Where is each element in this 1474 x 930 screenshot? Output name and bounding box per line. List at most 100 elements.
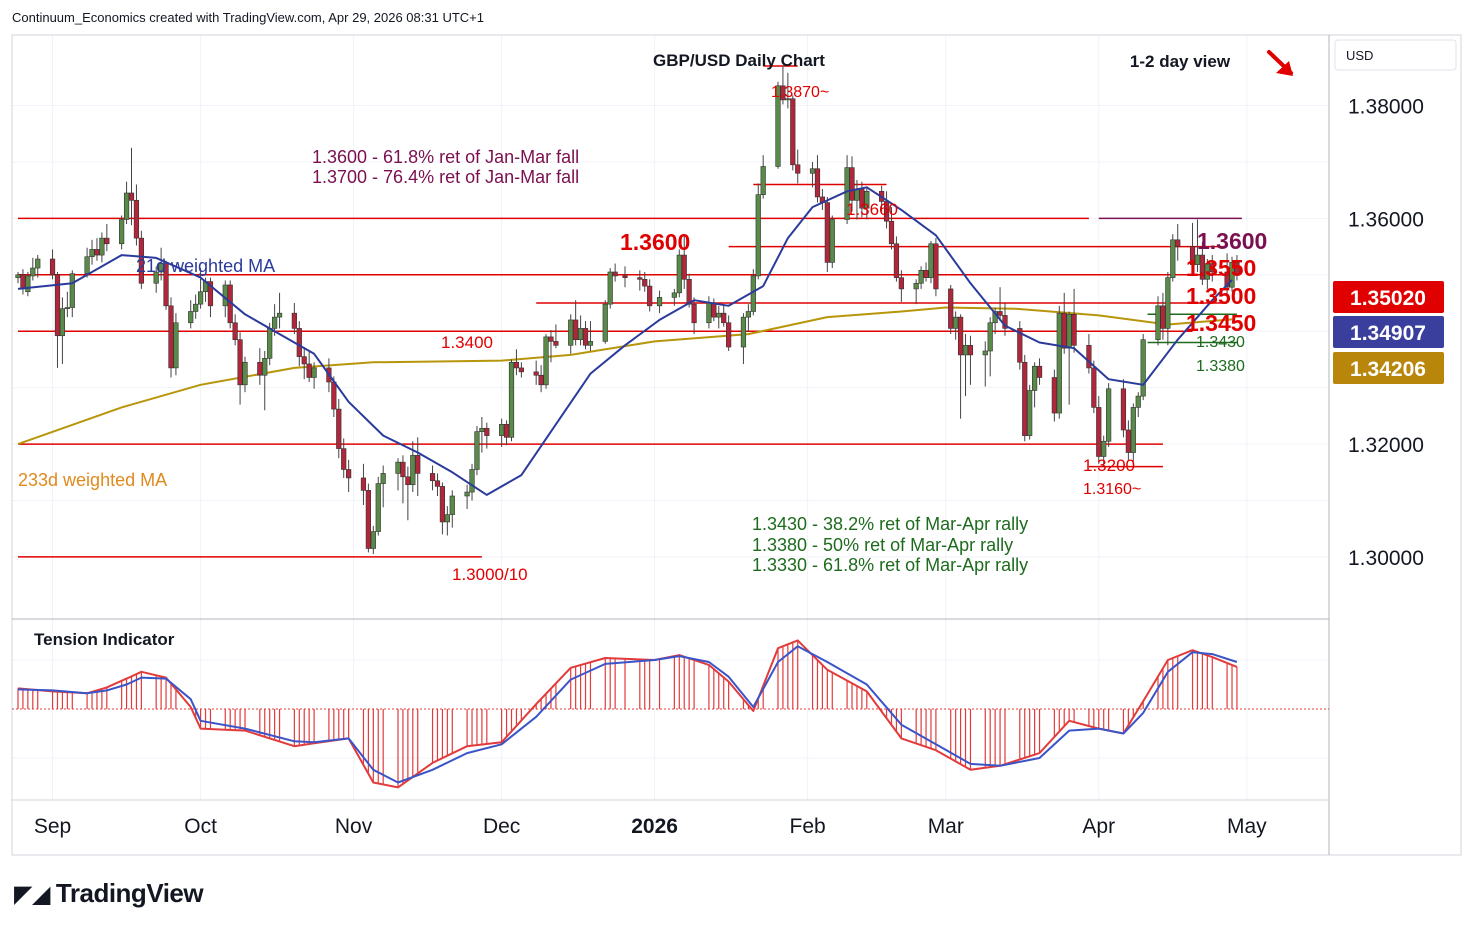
candle-body [760,166,766,195]
candle-body [474,431,480,470]
time-axis: Sep Oct Nov Dec 2026 Feb Mar Apr May [34,815,1267,838]
candle-body [844,167,850,220]
candle-body [987,322,993,352]
candle-body [573,319,579,340]
candle-body [410,455,416,486]
candle-body [25,275,31,293]
candle-body [1027,390,1033,436]
candle-body [54,274,61,337]
level-label: 1.3500 [1186,283,1256,309]
price-tick: 1.36000 [1348,208,1424,231]
candle-body [232,322,238,340]
candle-body [933,243,939,290]
candle-body [1101,440,1107,457]
candle-body [893,243,900,278]
time-tick: Mar [928,815,964,838]
candle-body [296,328,302,357]
candle-body [795,164,801,174]
tradingview-logo[interactable]: ◤◢ TradingView [14,878,204,909]
candle-body [128,192,135,201]
candle-body [602,303,608,342]
level-label: 1.3660 [846,200,898,219]
price-pane-border [11,34,1462,856]
candle-body [237,339,243,386]
candle-body [898,277,904,290]
candle-body [434,480,441,487]
candle-body [197,291,204,305]
candle-body [84,256,90,274]
candle-body [193,303,199,312]
candle-body [1189,246,1196,265]
candle-body [35,258,41,269]
candle-body [262,358,268,376]
ma233-legend: 233d weighted MA [18,470,167,490]
candle-body [1086,345,1092,369]
candle-body [543,336,549,386]
candle-body [612,271,618,277]
candle-body [360,477,367,491]
candle-body [168,305,174,369]
candle-body [464,491,470,497]
candle-body [469,469,475,493]
candle-body [336,408,342,449]
candle-body [444,514,450,523]
candle-body [790,98,796,166]
time-tick: 2026 [631,815,678,838]
candle-body [375,483,381,532]
level-label-green: 1.3380 [1196,358,1245,375]
time-tick: Apr [1082,815,1115,838]
candle-body [153,271,159,284]
candle-body [513,361,520,369]
candle-body [1036,365,1043,378]
candle-body [923,269,929,278]
chart-title: GBP/USD Daily Chart [653,51,825,70]
time-tick: Dec [483,815,520,838]
candle-body [829,219,835,263]
candle-body [311,367,317,378]
price-badge-label: 1.34907 [1350,322,1426,345]
level-label: 1.3600 [620,229,690,255]
candle-body [1135,395,1141,408]
candle-body [400,461,406,478]
candle-body [503,424,510,438]
candle-body [518,367,524,373]
candle-body [849,167,855,201]
candle-body [415,455,421,474]
fib-annotation-1: 1.3600 - 61.8% ret of Jan-Mar fall [312,147,579,167]
tension-pane [12,639,1329,789]
candle-body [676,254,682,294]
time-tick: Feb [790,815,826,838]
candle-body [785,98,791,101]
price-tick: 1.30000 [1348,547,1424,570]
candle-body [207,281,214,307]
level-label: 1.3160~ [1083,481,1141,498]
candle-body [854,188,860,201]
candle-body [272,316,278,329]
candle-body [883,201,890,222]
candle-body [918,269,924,284]
candle-body [553,341,559,346]
candle-body [291,312,297,329]
candle-body [888,220,895,245]
candle-body [928,243,934,278]
ma21-legend: 21d weighted MA [136,256,275,276]
candle-body [647,285,653,307]
tradingview-logo-icon: ◤◢ [14,881,50,908]
candle-body [306,363,312,378]
candle-body [1120,388,1127,431]
candle-body [1170,239,1176,278]
candle-body [380,473,386,484]
candle-body [508,361,515,438]
currency-button[interactable] [1334,39,1457,71]
candle-body [267,328,273,359]
level-label-green: 1.3430 [1196,334,1245,351]
candle-body [1061,312,1067,349]
fib-annotation-4: 1.3380 - 50% ret of Mar-Apr rally [752,535,1013,555]
candle-body [997,311,1003,316]
candle-body [188,311,194,324]
candle-body [721,312,727,324]
candle-body [1022,361,1028,436]
candle-body [711,302,717,318]
time-tick: Nov [335,815,373,838]
